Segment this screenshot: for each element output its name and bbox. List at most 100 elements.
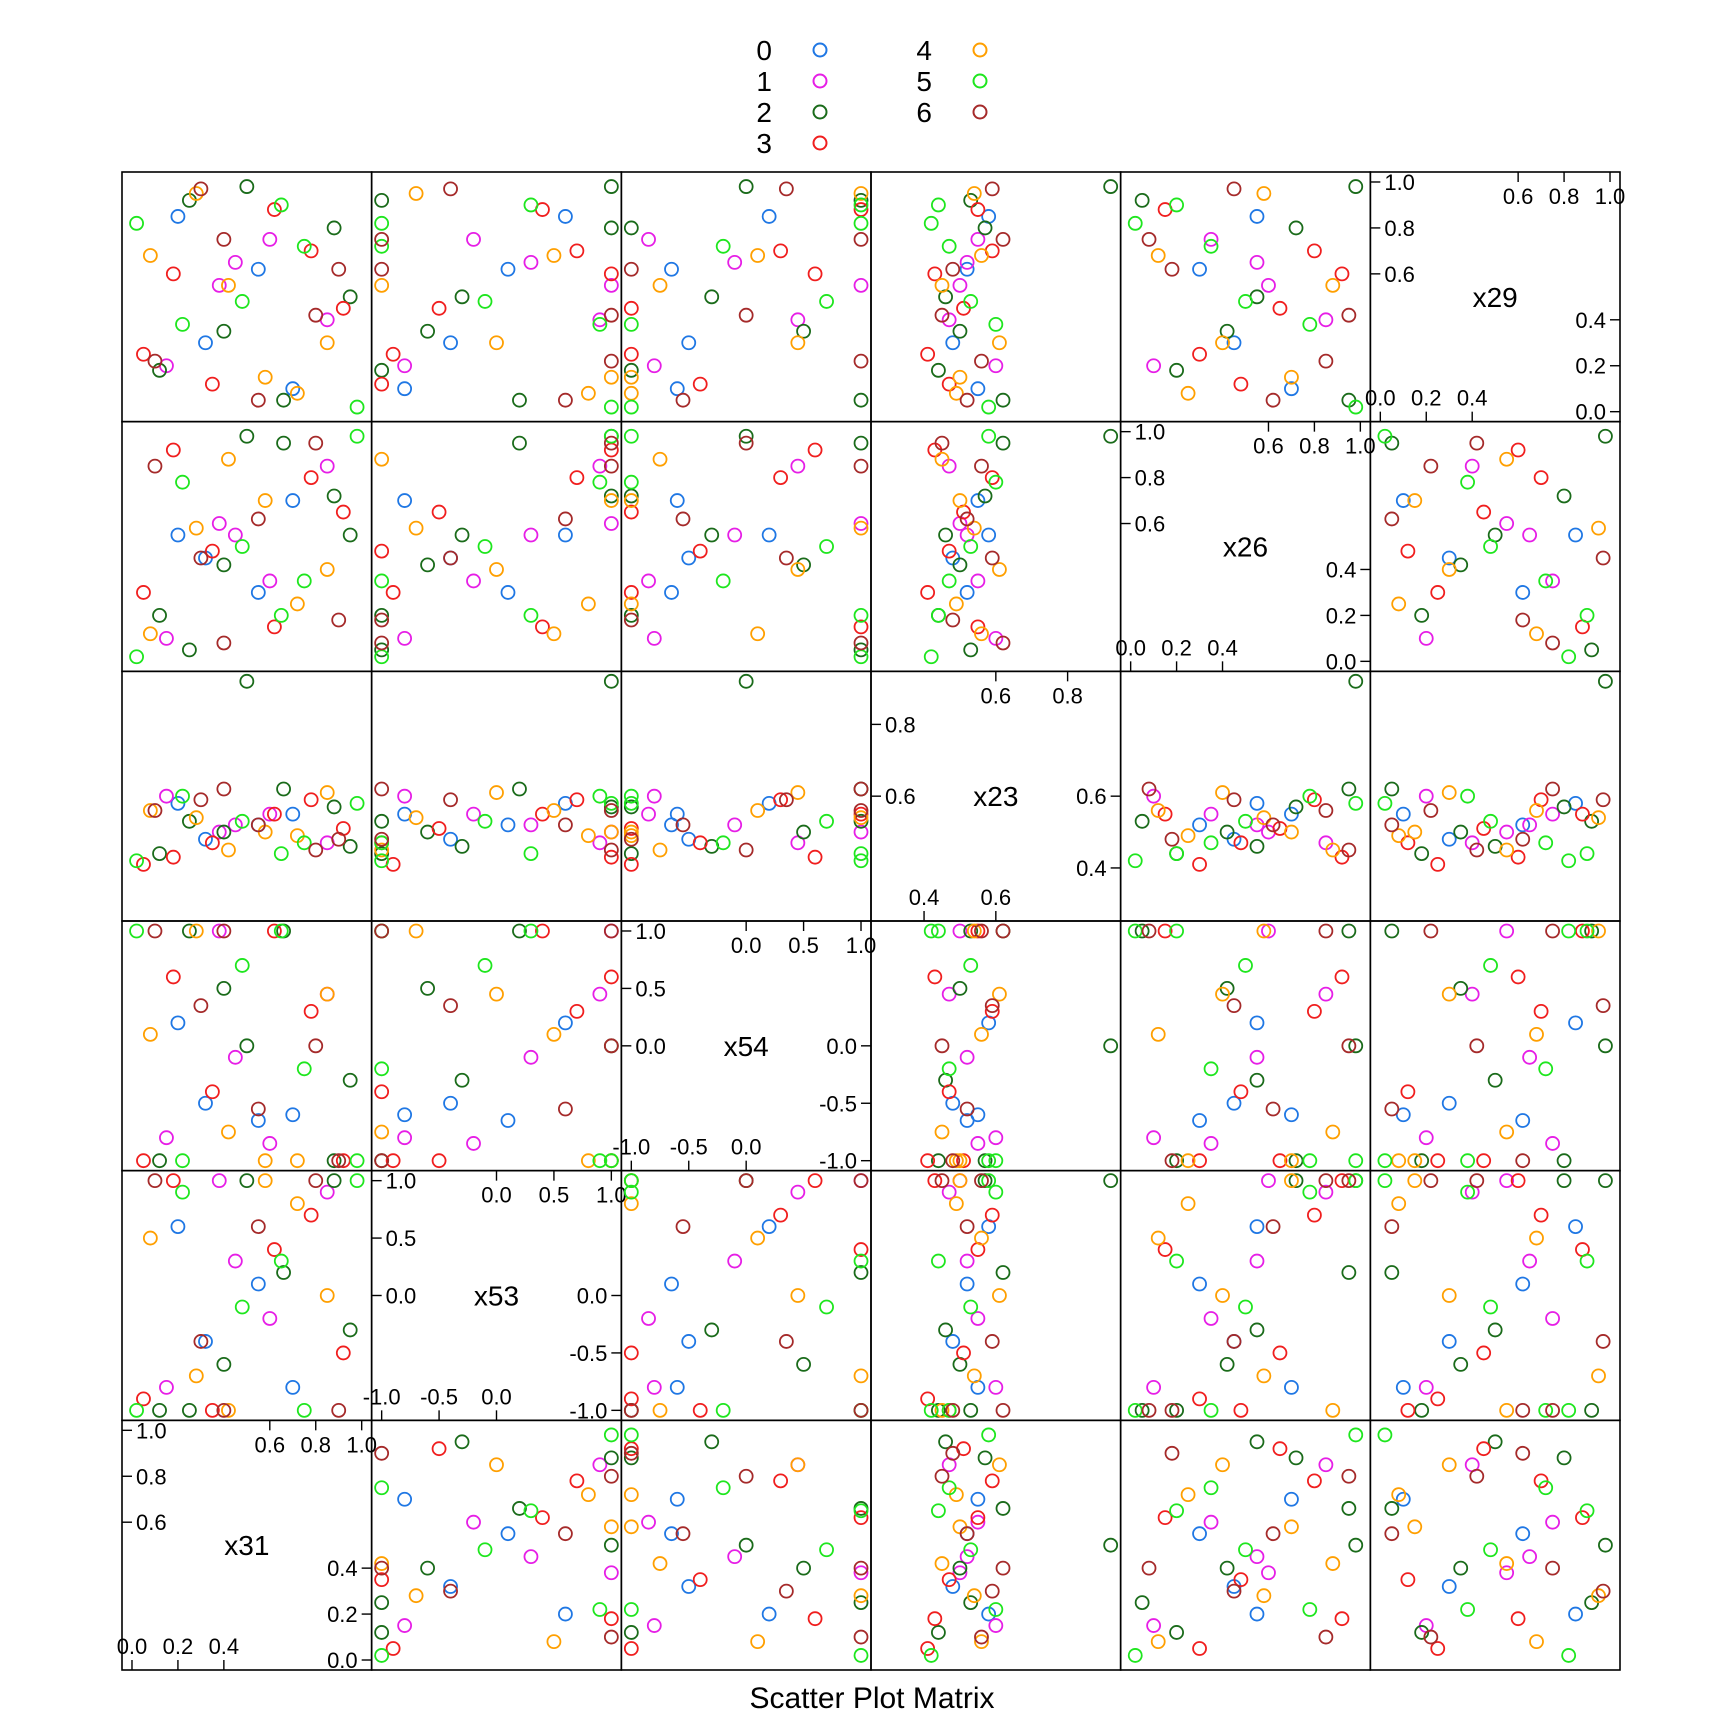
point-class-5 (296, 835, 312, 851)
point-class-6 (738, 842, 754, 858)
point-class-3 (1533, 1207, 1549, 1223)
point-class-2 (1414, 846, 1430, 861)
point-class-5 (1238, 1299, 1253, 1315)
point-class-6 (853, 458, 869, 474)
point-class-2 (1103, 1537, 1119, 1553)
point-class-6 (1423, 1173, 1439, 1189)
point-class-6 (1515, 1153, 1531, 1169)
point-class-2 (796, 1560, 811, 1576)
point-class-6 (1318, 353, 1334, 369)
tick-label: 0.4 (327, 1556, 358, 1581)
point-class-4 (1325, 1124, 1341, 1140)
point-class-6 (603, 435, 619, 451)
point-class-4 (623, 1196, 639, 1212)
point-class-2 (623, 799, 639, 815)
panel-frame (620, 670, 872, 922)
point-class-3 (1157, 1242, 1173, 1257)
point-class-3 (165, 442, 181, 458)
point-class-5 (1377, 1153, 1393, 1169)
point-class-2 (1453, 824, 1469, 840)
tick-label: 0.5 (539, 1183, 570, 1208)
point-class-0 (1192, 1526, 1207, 1542)
point-class-3 (431, 1441, 447, 1457)
point-class-3 (303, 792, 319, 808)
point-class-2 (1598, 1537, 1613, 1553)
point-class-6 (1384, 1101, 1400, 1117)
point-class-2 (1249, 1322, 1265, 1338)
point-class-3 (136, 585, 151, 600)
point-class-6 (1423, 803, 1439, 818)
point-class-3 (1157, 1510, 1173, 1526)
tick-label: 0.2 (1411, 386, 1442, 411)
point-class-6 (984, 1334, 1000, 1349)
point-class-5 (477, 539, 493, 554)
point-class-5 (592, 316, 608, 332)
point-class-5 (923, 215, 939, 231)
point-class-5 (923, 1402, 939, 1418)
point-class-4 (319, 986, 335, 1002)
point-class-6 (959, 1101, 975, 1117)
point-class-6 (853, 803, 869, 818)
point-class-5 (819, 294, 834, 309)
point-class-6 (1384, 817, 1400, 833)
point-class-3 (970, 1510, 986, 1526)
point-class-4 (1150, 1230, 1166, 1246)
panel-frame (1119, 670, 1372, 922)
variable-label-x23: x23 (973, 781, 1018, 812)
point-class-0 (669, 381, 685, 397)
point-class-6 (558, 1526, 573, 1542)
point-class-6 (778, 792, 794, 808)
point-class-2 (1169, 362, 1184, 378)
point-class-1 (641, 1311, 656, 1326)
point-class-6 (974, 1173, 989, 1189)
point-class-5 (234, 1299, 250, 1315)
point-class-5 (1302, 1153, 1318, 1169)
point-class-4 (221, 1124, 236, 1140)
point-class-4 (853, 186, 869, 201)
point-class-6 (374, 781, 390, 797)
point-class-0 (198, 831, 213, 847)
point-class-1 (1203, 1311, 1219, 1326)
point-class-5 (1460, 788, 1476, 804)
point-class-2 (182, 923, 197, 939)
point-class-5 (1460, 1153, 1476, 1169)
point-class-0 (558, 1015, 573, 1031)
point-class-4 (623, 493, 639, 508)
point-class-3 (431, 504, 447, 520)
point-class-6 (331, 612, 347, 628)
point-class-6 (1384, 1219, 1400, 1234)
panel-x54-vs-x29 (1369, 920, 1621, 1172)
point-class-4 (546, 248, 562, 263)
point-class-2 (1134, 813, 1150, 829)
point-class-6 (1595, 1583, 1611, 1599)
point-class-6 (193, 181, 209, 197)
point-class-5 (1483, 1542, 1498, 1558)
point-class-4 (1284, 1153, 1299, 1169)
point-class-4 (1215, 986, 1230, 1002)
point-class-5 (273, 197, 289, 213)
point-class-3 (1400, 543, 1416, 559)
point-class-6 (1469, 1468, 1485, 1484)
point-class-4 (952, 493, 968, 508)
point-class-2 (342, 527, 358, 543)
point-class-5 (623, 1173, 639, 1189)
point-class-5 (1377, 428, 1393, 444)
point-class-3 (1307, 1473, 1322, 1489)
point-class-3 (941, 1084, 957, 1100)
point-class-4 (188, 1368, 204, 1384)
point-class-6 (193, 792, 209, 808)
point-class-4 (1391, 1196, 1407, 1212)
point-class-4 (934, 451, 950, 467)
point-class-1 (970, 1311, 986, 1326)
tick-label: 0.6 (1384, 262, 1415, 287)
point-class-6 (331, 1402, 347, 1418)
point-class-5 (1460, 474, 1476, 490)
point-class-6 (558, 1101, 573, 1117)
point-class-4 (221, 451, 236, 467)
point-class-0 (198, 335, 213, 351)
point-class-4 (623, 385, 639, 401)
point-class-6 (308, 1173, 324, 1189)
legend-label-4: 4 (916, 35, 932, 66)
point-class-4 (790, 785, 806, 800)
